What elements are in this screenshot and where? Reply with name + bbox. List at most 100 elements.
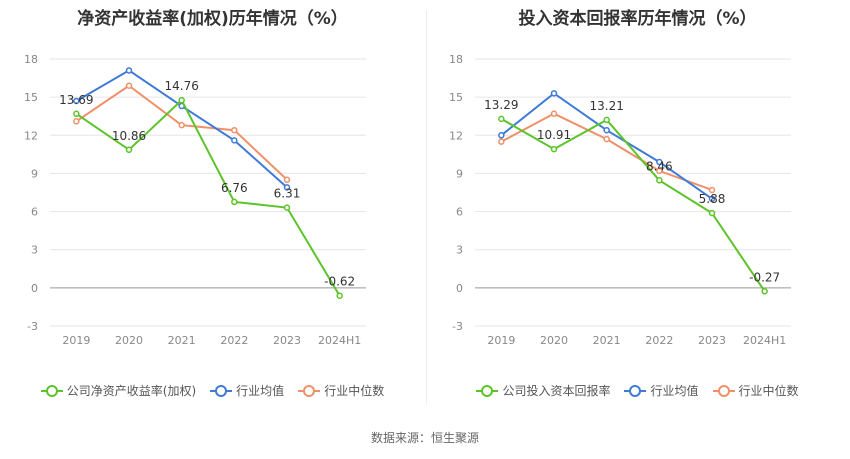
roic-chart-panel: 投入资本回报率历年情况（%） -3 0 3 6 9 12 15 18 2019 2020 2021 2… — [425, 0, 850, 410]
x-tick-label: 2019 — [487, 334, 515, 347]
x-tick-label: 2023 — [273, 334, 301, 347]
data-point-company[interactable] — [708, 209, 716, 217]
legend-item-company[interactable]: 公司投入资本回报率 — [476, 382, 610, 399]
y-tick-label: 15 — [449, 91, 463, 104]
legend-swatch-icon — [40, 384, 63, 397]
data-point-company[interactable] — [283, 204, 291, 211]
data-point-company[interactable] — [73, 110, 80, 118]
data-point-company[interactable] — [761, 288, 768, 295]
legend-swatch-icon — [712, 384, 735, 397]
y-tick-label: -3 — [27, 320, 38, 333]
x-tick-label: 2020 — [540, 334, 568, 347]
legend-label: 行业中位数 — [738, 384, 799, 398]
y-tick-label: 12 — [449, 129, 463, 142]
chart-title: 净资产收益率(加权)历年情况（%） — [77, 9, 348, 29]
series-line-company — [500, 118, 766, 292]
x-tick-label: 2024H1 — [743, 334, 786, 347]
roe-line-chart: -3 0 3 6 9 12 15 18 2019 2020 2021 2022 2023 2024H1 13… — [24, 53, 366, 347]
data-label: 8.46 — [646, 159, 673, 173]
x-tick-label: 2022 — [645, 334, 673, 347]
data-point-median[interactable] — [125, 82, 133, 89]
data-point-avg[interactable] — [708, 195, 716, 203]
y-tick-label: 6 — [31, 206, 38, 219]
legend-item-avg[interactable]: 行业均值 — [624, 382, 699, 399]
data-point-median[interactable] — [708, 186, 716, 194]
chart-title: 投入资本回报率历年情况（%） — [518, 9, 757, 29]
data-label: 13.69 — [59, 93, 93, 107]
y-tick-label: 0 — [456, 282, 463, 295]
legend-item-avg[interactable]: 行业均值 — [210, 382, 284, 399]
legend-item-median[interactable]: 行业中位数 — [298, 382, 384, 399]
legend-label: 公司投入资本回报率 — [502, 384, 611, 398]
data-point-company[interactable] — [550, 145, 558, 153]
data-label: 10.91 — [537, 128, 571, 142]
data-point-median[interactable] — [73, 118, 80, 125]
y-tick-label: 6 — [456, 206, 463, 219]
data-point-median[interactable] — [550, 110, 558, 117]
legend-item-company[interactable]: 公司净资产收益率(加权) — [40, 382, 197, 399]
data-point-company[interactable] — [603, 116, 610, 124]
data-point-company[interactable] — [336, 292, 343, 299]
panel-divider — [426, 10, 427, 405]
data-point-avg[interactable] — [550, 90, 558, 97]
y-tick-label: 18 — [24, 53, 38, 66]
data-point-avg[interactable] — [656, 158, 663, 166]
legend-item-median[interactable]: 行业中位数 — [712, 382, 799, 399]
y-tick-label: -3 — [452, 320, 463, 333]
roic-line-chart: -3 0 3 6 9 12 15 18 2019 2020 2021 2022 2023 2024H1 13… — [449, 53, 791, 347]
data-label: 5.88 — [699, 192, 726, 206]
data-point-median[interactable] — [656, 167, 663, 175]
data-point-company[interactable] — [178, 96, 185, 104]
data-label: 14.76 — [164, 79, 198, 93]
legend-label: 行业均值 — [650, 384, 699, 398]
data-point-median[interactable] — [498, 138, 505, 145]
data-point-avg[interactable] — [73, 97, 80, 105]
x-tick-label: 2021 — [168, 334, 196, 347]
data-point-company[interactable] — [498, 115, 505, 123]
data-label: 13.29 — [484, 98, 518, 112]
y-tick-label: 18 — [449, 53, 463, 66]
legend-label: 行业中位数 — [324, 384, 385, 398]
x-tick-label: 2022 — [220, 334, 248, 347]
data-point-company[interactable] — [231, 198, 238, 206]
data-point-avg[interactable] — [498, 132, 505, 139]
data-point-company[interactable] — [656, 177, 663, 184]
data-point-company[interactable] — [125, 146, 133, 154]
data-point-avg[interactable] — [603, 126, 610, 134]
y-tick-label: 3 — [456, 244, 463, 257]
data-point-avg[interactable] — [231, 137, 238, 144]
roe-chart-panel: 净资产收益率(加权)历年情况（%） -3 0 3 6 9 12 15 18 2019 2020 20… — [0, 0, 425, 410]
x-tick-label: 2019 — [62, 334, 90, 347]
y-tick-label: 9 — [31, 167, 38, 180]
chart-legend: 公司净资产收益率(加权) 行业均值 行业中位数 — [0, 382, 425, 399]
data-point-median[interactable] — [231, 126, 238, 134]
chart-legend: 公司投入资本回报率 行业均值 行业中位数 — [425, 382, 850, 399]
data-label: -0.27 — [749, 270, 780, 284]
legend-label: 公司净资产收益率(加权) — [66, 384, 197, 398]
x-tick-label: 2024H1 — [318, 334, 361, 347]
x-tick-label: 2023 — [698, 334, 726, 347]
data-source-note: 数据来源：恒生聚源 — [370, 431, 479, 445]
legend-swatch-icon — [210, 384, 233, 397]
data-point-median[interactable] — [603, 135, 610, 143]
legend-swatch-icon — [298, 384, 321, 397]
data-point-avg[interactable] — [125, 67, 133, 74]
series-line-company — [75, 98, 341, 297]
series-line-median — [500, 112, 713, 191]
legend-label: 行业均值 — [236, 384, 285, 398]
legend-swatch-icon — [476, 384, 499, 397]
y-tick-label: 9 — [456, 167, 463, 180]
data-label: 10.86 — [112, 129, 146, 143]
y-tick-label: 0 — [31, 282, 38, 295]
data-point-avg[interactable] — [283, 184, 291, 191]
data-label: 13.21 — [589, 99, 623, 113]
y-tick-label: 3 — [31, 244, 38, 257]
data-label: -0.62 — [324, 275, 355, 289]
y-tick-label: 12 — [24, 129, 38, 142]
data-point-median[interactable] — [178, 121, 185, 129]
data-label: 6.31 — [274, 187, 301, 201]
legend-swatch-icon — [624, 384, 647, 397]
data-point-median[interactable] — [283, 176, 291, 184]
x-tick-label: 2020 — [115, 334, 143, 347]
data-label: 6.76 — [221, 181, 248, 195]
